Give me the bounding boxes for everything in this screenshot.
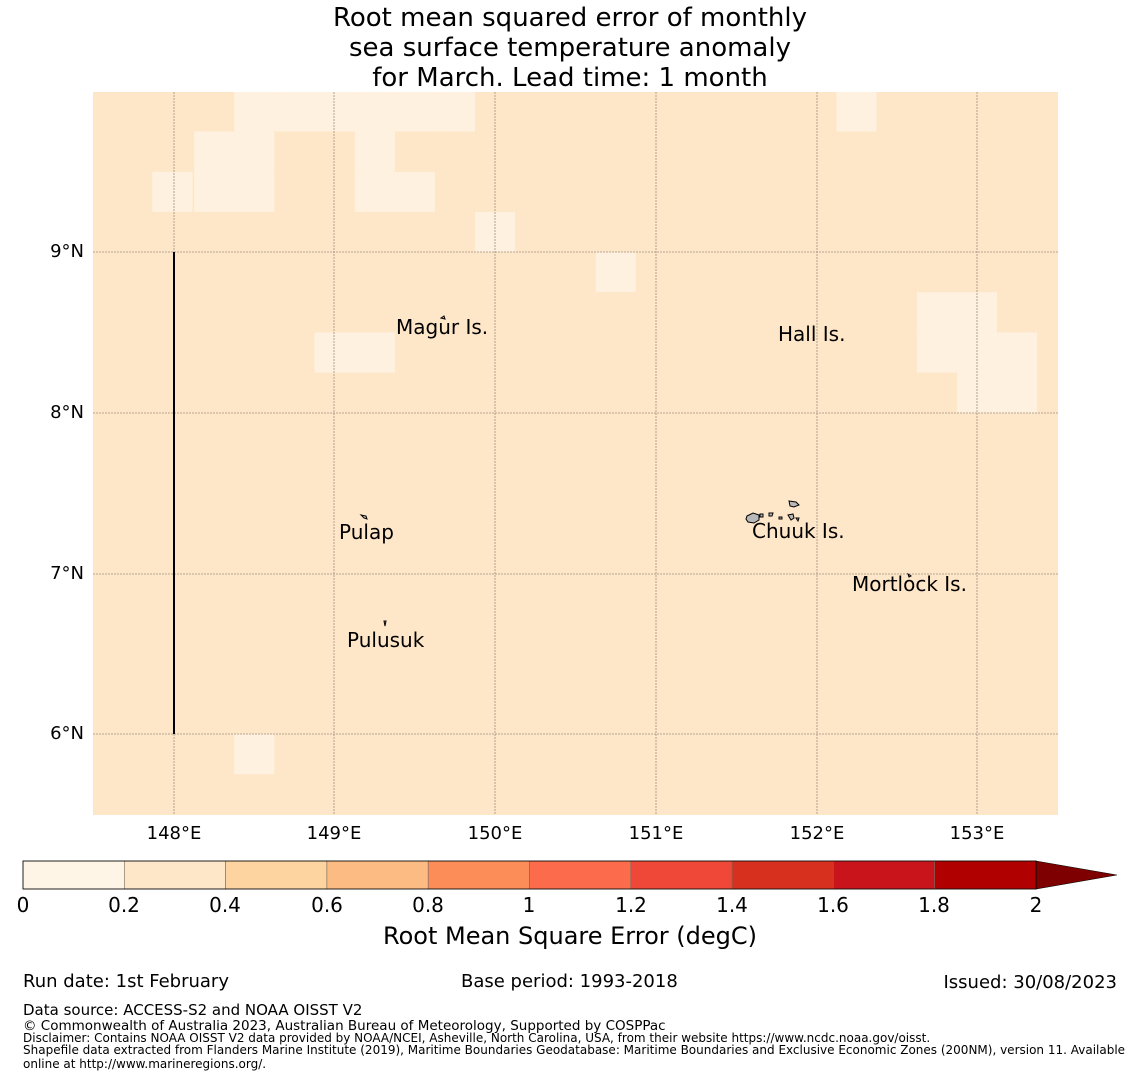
colorbar-tick-1: 1 bbox=[522, 893, 536, 917]
run-date: Run date: 1st February bbox=[23, 971, 229, 992]
lat-label-7n: 7°N bbox=[50, 563, 84, 584]
low-error-cell bbox=[394, 171, 435, 212]
colorbar-swatch bbox=[529, 860, 632, 890]
colorbar-swatch bbox=[326, 860, 429, 890]
low-error-cells bbox=[152, 92, 1038, 775]
colorbar-tick-1.6: 1.6 bbox=[817, 893, 849, 917]
map-background bbox=[93, 92, 1058, 815]
data-source: Data source: ACCESS-S2 and NOAA OISST V2 bbox=[23, 1001, 363, 1019]
colorbar-tick-1.4: 1.4 bbox=[716, 893, 748, 917]
colorbar-tick-0.2: 0.2 bbox=[108, 893, 140, 917]
colorbar-tick-1.2: 1.2 bbox=[615, 893, 647, 917]
lon-label-151e: 151°E bbox=[628, 823, 684, 844]
low-error-cell bbox=[194, 131, 235, 172]
lon-label-149e: 149°E bbox=[306, 823, 362, 844]
title-line-3: for March. Lead time: 1 month bbox=[372, 63, 768, 93]
disclaimer: Disclaimer: Contains NOAA OISST V2 data … bbox=[23, 1031, 931, 1045]
colorbar-swatches bbox=[22, 860, 1037, 890]
low-error-cell bbox=[274, 92, 315, 132]
title-line-2: sea surface temperature anomaly bbox=[349, 33, 791, 63]
lon-label-153e: 153°E bbox=[949, 823, 1005, 844]
lon-label-150e: 150°E bbox=[467, 823, 523, 844]
low-error-cell bbox=[997, 332, 1038, 373]
low-error-cell bbox=[354, 92, 395, 132]
low-error-cell bbox=[152, 171, 193, 212]
low-error-cell bbox=[997, 372, 1038, 413]
low-error-cell bbox=[234, 131, 275, 172]
base-period: Base period: 1993-2018 bbox=[461, 971, 678, 992]
pulap-island-shape bbox=[359, 514, 368, 520]
colorbar-label: Root Mean Square Error (degC) bbox=[383, 922, 757, 950]
low-error-cell bbox=[354, 131, 395, 172]
colorbar-outline bbox=[22, 860, 1037, 890]
colorbar-tick-0.4: 0.4 bbox=[209, 893, 241, 917]
place-label-magur: Magur Is. bbox=[396, 315, 489, 339]
islands bbox=[359, 315, 912, 627]
colorbar-tick-0.8: 0.8 bbox=[412, 893, 444, 917]
low-error-cell bbox=[916, 292, 957, 333]
place-label-chuuk: Chuuk Is. bbox=[752, 519, 845, 543]
low-error-cell bbox=[354, 332, 395, 373]
pulusuk-island-shape bbox=[383, 620, 387, 627]
place-label-hall: Hall Is. bbox=[778, 322, 846, 346]
low-error-cell bbox=[314, 332, 355, 373]
colorbar-swatch bbox=[731, 860, 834, 890]
low-error-cell bbox=[354, 171, 395, 212]
low-error-cell bbox=[595, 252, 636, 293]
magur-island-shape bbox=[439, 315, 446, 320]
colorbar-swatch bbox=[124, 860, 226, 890]
place-label-pulap: Pulap bbox=[339, 520, 394, 544]
chuuk-islands-shape bbox=[745, 500, 800, 524]
place-label-pulusuk: Pulusuk bbox=[347, 628, 425, 652]
colorbar-swatch bbox=[427, 860, 530, 890]
mortlock-island-shape bbox=[907, 572, 912, 578]
lon-label-152e: 152°E bbox=[789, 823, 845, 844]
low-error-cell bbox=[394, 92, 435, 132]
lat-label-9n: 9°N bbox=[50, 241, 84, 262]
colorbar-tick-1.8: 1.8 bbox=[918, 893, 950, 917]
low-error-cell bbox=[194, 171, 235, 212]
copyright-notice: © Commonwealth of Australia 2023, Austra… bbox=[23, 1018, 666, 1034]
colorbar-tick-2: 2 bbox=[1029, 893, 1043, 917]
low-error-cell bbox=[836, 92, 877, 132]
shapefile-credit-1: Shapefile data extracted from Flanders M… bbox=[23, 1043, 1126, 1057]
colorbar-swatch bbox=[225, 860, 328, 890]
issued-date: Issued: 30/08/2023 bbox=[943, 972, 1117, 993]
colorbar-tick-0.6: 0.6 bbox=[311, 893, 343, 917]
colorbar-swatch bbox=[934, 860, 1037, 890]
title-line-1: Root mean squared error of monthly bbox=[332, 3, 808, 33]
shapefile-credit-2: online at http://www.marineregions.org/. bbox=[23, 1057, 267, 1071]
low-error-cell bbox=[916, 332, 957, 373]
map-title: Root mean squared error of monthly sea s… bbox=[0, 3, 1140, 93]
low-error-cell bbox=[234, 171, 275, 212]
colorbar-swatch bbox=[630, 860, 733, 890]
low-error-cell bbox=[435, 92, 476, 132]
lat-label-6n: 6°N bbox=[50, 723, 84, 744]
low-error-cell bbox=[314, 92, 355, 132]
place-label-mortlock: Mortlock Is. bbox=[852, 572, 967, 596]
colorbar-swatch bbox=[22, 860, 125, 890]
low-error-cell bbox=[234, 92, 275, 132]
colorbar-tick-0: 0 bbox=[16, 893, 30, 917]
lat-label-8n: 8°N bbox=[50, 402, 84, 423]
lon-label-148e: 148°E bbox=[146, 823, 202, 844]
colorbar-extend-arrow bbox=[1035, 860, 1118, 890]
low-error-cell bbox=[234, 734, 275, 775]
colorbar-swatch bbox=[833, 860, 936, 890]
